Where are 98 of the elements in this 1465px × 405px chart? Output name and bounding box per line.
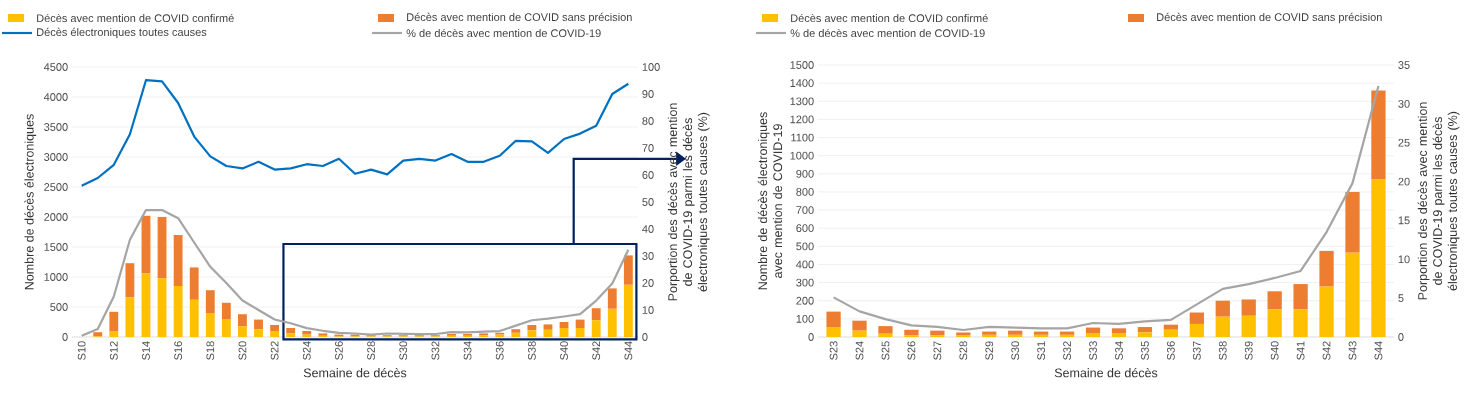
y2-tick-label: 30 [642, 252, 654, 260]
y-tick-label: 300 [796, 278, 814, 287]
y-tick-label: 800 [796, 188, 814, 196]
legend-label: Décès avec mention de COVID confirmé [791, 13, 988, 23]
x-tick-label: S25 [881, 341, 890, 360]
x-tick-label: S26 [335, 341, 343, 360]
y-tick-label: 900 [796, 169, 814, 178]
y2-tick-label: 20 [1398, 177, 1410, 186]
x-tick-label: S31 [1037, 341, 1046, 360]
legend-label: Décès avec mention de COVID sans précision [1157, 12, 1382, 24]
y2-tick-label: 100 [642, 63, 660, 71]
legend-label: Décès électroniques toutes causes [37, 27, 207, 39]
y2-tick-label: 50 [642, 198, 654, 206]
y2-tick-label: 30 [1398, 99, 1410, 108]
x-tick-label: S38 [528, 341, 536, 360]
y-tick-label: 0 [808, 333, 814, 341]
y-tick-label: 1000 [790, 151, 814, 160]
y-tick-label: 500 [50, 303, 68, 311]
y2-tick-label: 35 [1398, 61, 1410, 69]
y-tick-label: 1000 [44, 273, 68, 281]
y-tick-label: 1200 [790, 115, 814, 124]
x-tick-label: S38 [1218, 341, 1227, 360]
y-tick-label: 4000 [43, 93, 68, 101]
y2-tick-label: 5 [1398, 294, 1404, 302]
y2-tick-label: 10 [642, 306, 654, 314]
y-tick-label: 1500 [44, 243, 68, 251]
x-tick-label: S42 [1322, 341, 1331, 360]
x-tick-label: S39 [1244, 341, 1253, 360]
x-tick-label: S34 [1115, 341, 1123, 360]
y-tick-label: 1100 [791, 133, 814, 142]
legend-label: Décès avec mention de COVID sans précision [407, 12, 632, 24]
x-tick-label: S40 [1270, 341, 1279, 360]
x-tick-label: S22 [270, 341, 279, 360]
legend-label: Décès avec mention de COVID confirmé [37, 13, 234, 23]
y2-tick-label: 60 [642, 171, 654, 179]
x-tick-label: S44 [624, 341, 633, 360]
y-tick-label: 0 [62, 333, 68, 341]
x-tick-label: S40 [560, 341, 568, 360]
x-tick-label: S24 [855, 341, 864, 360]
x-tick-label: S41 [1296, 341, 1305, 360]
x-tick-label: S18 [206, 341, 215, 360]
x-tick-label: S35 [1141, 341, 1149, 360]
y-tick-label: 1300 [790, 97, 814, 106]
y-tick-label: 1500 [790, 61, 814, 69]
x-tick-label: S23 [829, 341, 838, 360]
y2-tick-label: 40 [642, 225, 654, 233]
x-tick-label: S34 [463, 341, 472, 360]
x-tick-label: S32 [1063, 341, 1071, 360]
y2-tick-label: 20 [642, 279, 654, 287]
y2-tick-label: 0 [642, 333, 648, 341]
y2-tick-label: 70 [642, 144, 654, 152]
y2-axis-title: Porportion des décès avec mention de COVID-19 parmi les décès électroniques toutes causes (%) [1417, 102, 1460, 300]
x-tick-label: S24 [302, 341, 311, 360]
x-tick-label: S10 [77, 341, 86, 360]
x-tick-label: S44 [1374, 341, 1383, 360]
x-tick-label: S12 [109, 341, 118, 360]
x-tick-label: S28 [959, 341, 968, 360]
y-tick-label: 3000 [44, 153, 68, 161]
x-tick-label: S28 [367, 341, 375, 360]
x-tick-label: S20 [238, 341, 247, 360]
y-axis-title: Nombre de décès électroniques avec mention de COVID-19 [757, 112, 783, 290]
y-axis-title: Nombre de décès électroniques [24, 114, 37, 290]
x-tick-label: S32 [431, 341, 440, 360]
y2-tick-label: 90 [642, 90, 654, 98]
x-tick-label: S14 [142, 341, 150, 360]
y-tick-label: 3500 [44, 123, 68, 131]
y2-tick-label: 25 [1398, 138, 1410, 147]
y2-tick-label: 10 [1398, 255, 1410, 264]
x-tick-label: S26 [907, 341, 916, 360]
x-tick-label: S16 [174, 341, 183, 360]
y2-axis-title: Porportion des décès avec mention de COVID-19 parmi les décès électroniques toutes causes (%) [667, 103, 710, 301]
y-tick-label: 4500 [43, 63, 68, 71]
x-tick-label: S43 [1348, 341, 1357, 360]
y-tick-label: 400 [796, 260, 814, 269]
legend-label: % de décès avec mention de COVID-19 [790, 28, 985, 38]
y2-tick-label: 15 [1398, 216, 1410, 225]
x-tick-label: S36 [1166, 341, 1175, 360]
x-tick-label: S37 [1192, 341, 1201, 360]
x-axis-title: Semaine de décès [303, 367, 407, 378]
y-tick-label: 2000 [44, 213, 68, 221]
x-tick-label: S33 [1089, 341, 1097, 360]
x-tick-label: S30 [399, 341, 408, 360]
x-tick-label: S27 [933, 341, 942, 360]
y2-tick-label: 80 [642, 117, 654, 125]
y-tick-label: 600 [796, 224, 814, 233]
x-axis-title: Semaine de décès [1054, 367, 1158, 378]
y-tick-label: 500 [796, 242, 814, 251]
y-tick-label: 1400 [790, 79, 814, 88]
y-tick-label: 100 [796, 314, 814, 323]
x-tick-label: S29 [985, 341, 994, 360]
y-tick-label: 700 [796, 206, 814, 214]
y-tick-label: 2500 [44, 183, 68, 191]
x-tick-label: S30 [1011, 341, 1020, 360]
y2-tick-label: 0 [1398, 333, 1404, 341]
x-tick-label: S42 [592, 341, 601, 360]
y-tick-label: 200 [796, 296, 814, 305]
legend-label: % de décès avec mention de COVID-19 [406, 28, 601, 38]
x-tick-label: S36 [495, 341, 504, 360]
